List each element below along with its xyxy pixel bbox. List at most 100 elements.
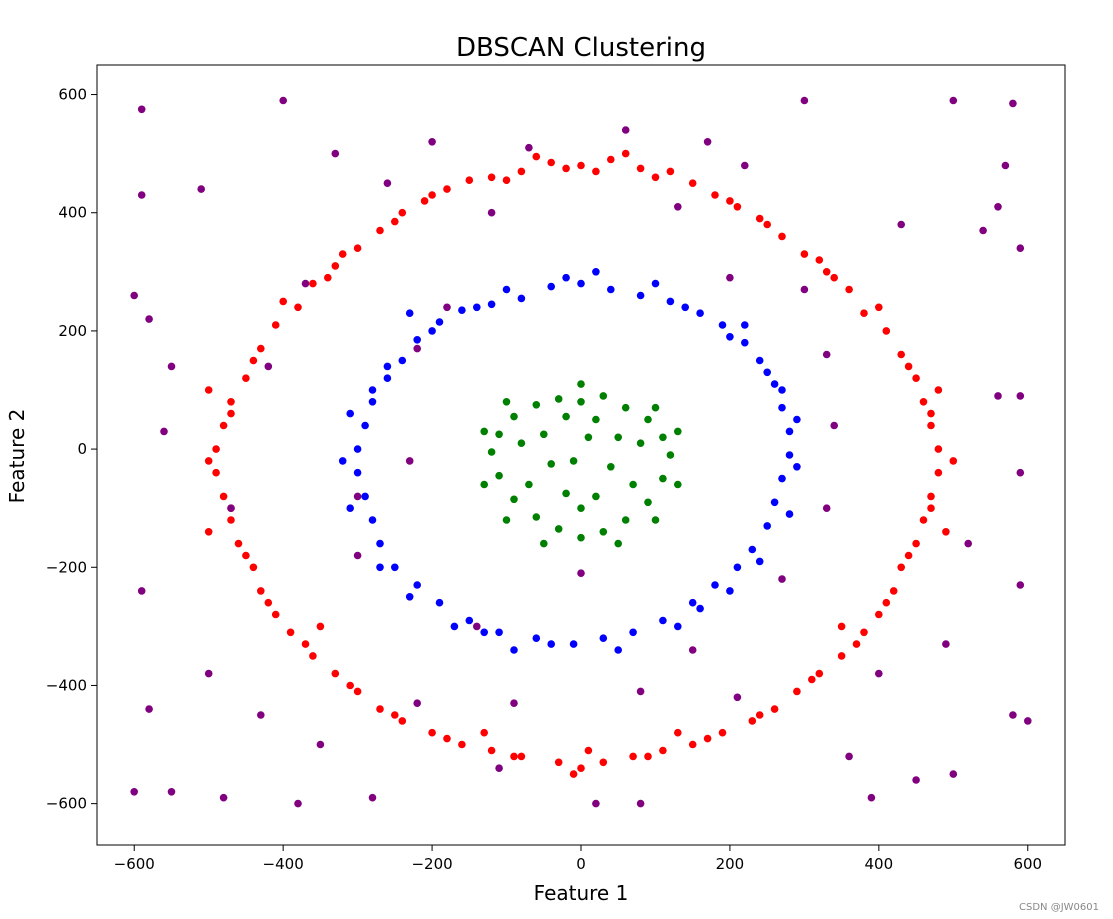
data-point [726,587,734,595]
data-point [636,687,645,696]
data-point [785,510,794,518]
data-point [726,273,734,282]
data-point [793,687,801,696]
data-point [495,471,503,480]
data-point [577,569,585,577]
data-point [353,244,362,252]
data-point [830,421,838,430]
data-point [882,327,891,335]
data-point [934,386,943,394]
data-point [204,386,213,394]
data-point [212,468,220,477]
data-point [830,273,838,282]
data-point [569,770,578,778]
data-point [219,492,228,501]
data-point [599,528,608,536]
data-point [428,138,436,146]
data-point [532,634,541,642]
data-point [234,539,243,548]
data-point [145,705,153,713]
data-point [644,498,652,507]
data-point [428,191,436,199]
data-point [599,634,608,642]
data-point [167,788,176,796]
data-point [964,539,972,548]
data-point [443,303,451,312]
data-point [875,610,883,619]
data-point [525,143,533,152]
data-point [145,315,153,323]
data-point [413,699,422,707]
data-point [770,498,779,507]
data-point [696,309,704,318]
data-point [674,203,682,211]
data-point [1016,392,1025,400]
data-point [309,279,317,288]
data-point [592,492,600,501]
data-point [644,752,652,761]
data-point [413,581,422,589]
data-point [502,398,511,406]
data-point [428,728,436,737]
data-point [1016,244,1025,252]
data-point [562,164,570,173]
data-point [837,622,846,631]
data-point [607,463,615,471]
watermark: CSDN @JW0601 [1019,902,1099,913]
data-point [279,96,288,105]
data-point [755,557,764,566]
data-point [688,740,697,749]
data-point [577,380,585,388]
data-point [487,746,496,755]
data-point [659,474,667,483]
data-point [726,333,734,341]
data-point [532,513,541,521]
data-point [822,350,831,359]
data-point [688,179,697,187]
data-point [368,398,377,406]
data-point [748,545,757,554]
data-point [160,427,168,436]
data-point [487,208,496,217]
data-point [875,303,883,312]
data-point [443,185,451,193]
data-point [763,220,771,229]
data-point [249,356,258,365]
data-point [502,176,511,184]
data-point [822,268,831,276]
data-point [137,105,146,114]
data-point [137,587,146,595]
data-point [547,158,555,167]
data-point [465,176,474,184]
data-point [949,96,958,105]
data-point [659,616,667,625]
x-tick-label: −600 [114,855,155,873]
data-point [219,421,228,430]
data-point [703,734,712,743]
data-point [621,149,630,158]
data-point [368,793,377,802]
data-point [309,652,317,660]
data-point [629,628,637,637]
data-point [711,191,719,199]
data-point [755,711,764,719]
data-point [718,321,727,329]
data-point [860,309,868,318]
y-tick-label: −200 [46,558,87,576]
data-point [919,398,928,406]
data-point [904,551,913,560]
data-point [242,551,250,560]
data-point [666,451,675,459]
data-point [644,415,652,424]
x-tick-label: 600 [1013,855,1042,873]
y-tick-label: −400 [46,676,87,694]
data-point [614,539,622,548]
data-point [554,758,563,767]
data-point [755,356,764,365]
data-point [547,640,555,648]
data-point [294,799,302,808]
data-point [383,179,392,187]
data-point [294,303,302,312]
data-point [227,409,235,418]
data-point [257,587,265,595]
